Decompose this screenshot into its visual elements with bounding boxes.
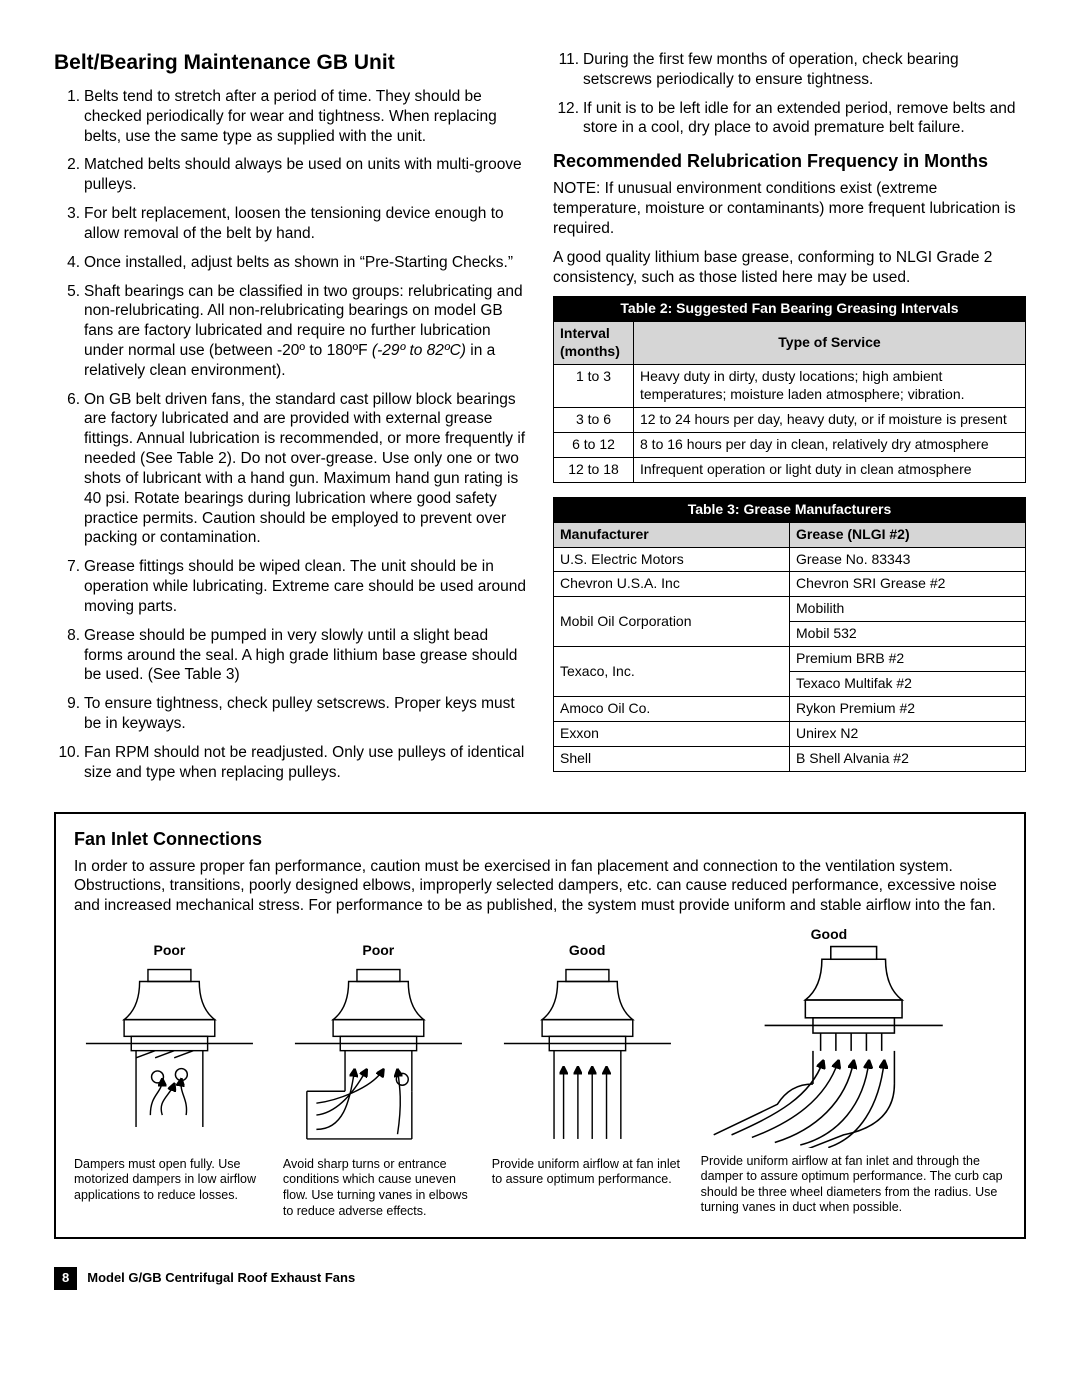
page-number: 8 [54, 1267, 77, 1290]
right-column: During the first few months of operation… [553, 50, 1026, 792]
table-cell: Rykon Premium #2 [790, 696, 1026, 721]
list-item: Grease fittings should be wiped clean. T… [54, 557, 527, 616]
table-3: Table 3: Grease Manufacturers Manufactur… [553, 497, 1026, 772]
page-footer: 8 Model G/GB Centrifugal Roof Exhaust Fa… [54, 1267, 1026, 1290]
fan-diagram-icon [701, 944, 1006, 1148]
list-item: Matched belts should always be used on u… [54, 155, 527, 195]
figure-label: Good [811, 926, 1006, 944]
table-cell: Mobilith [790, 597, 1026, 622]
table-cell: Heavy duty in dirty, dusty locations; hi… [634, 365, 1026, 408]
table-cell: U.S. Electric Motors [554, 547, 790, 572]
list-item: During the first few months of operation… [553, 50, 1026, 90]
figure-label: Poor [283, 942, 474, 960]
table-cell: Grease No. 83343 [790, 547, 1026, 572]
figure-label: Good [492, 942, 683, 960]
maintenance-list-cont: During the first few months of operation… [553, 50, 1026, 138]
relub-heading: Recommended Relubrication Frequency in M… [553, 150, 1026, 173]
fan-diagram-icon [74, 960, 265, 1151]
table-header: Type of Service [634, 322, 1026, 365]
maintenance-list: Belts tend to stretch after a period of … [54, 87, 527, 783]
table-header: Manufacturer [554, 522, 790, 547]
fan-inlet-para: In order to assure proper fan performanc… [74, 857, 1006, 916]
table-cell: Mobil Oil Corporation [554, 597, 790, 647]
figure-caption: Dampers must open fully. Use motorized d… [74, 1157, 265, 1204]
list-item: If unit is to be left idle for an extend… [553, 99, 1026, 139]
list-item: Belts tend to stretch after a period of … [54, 87, 527, 146]
list-item: On GB belt driven fans, the standard cas… [54, 390, 527, 549]
list-item: To ensure tightness, check pulley setscr… [54, 694, 527, 734]
table-cell: Infrequent operation or light duty in cl… [634, 457, 1026, 482]
main-heading: Belt/Bearing Maintenance GB Unit [54, 50, 527, 77]
figure-label: Poor [74, 942, 265, 960]
figure-caption: Provide uniform airflow at fan inlet and… [701, 1154, 1006, 1217]
two-column-layout: Belt/Bearing Maintenance GB Unit Belts t… [54, 50, 1026, 792]
figure-3: Good Provide uniform airflow at fan inle… [492, 926, 683, 1219]
list-item: Grease should be pumped in very slowly u… [54, 626, 527, 685]
table-cell: 12 to 18 [554, 457, 634, 482]
table-cell: 8 to 16 hours per day in clean, relative… [634, 432, 1026, 457]
table-cell: Unirex N2 [790, 721, 1026, 746]
table-caption: Table 3: Grease Manufacturers [554, 497, 1026, 522]
table-cell: Shell [554, 746, 790, 771]
table-cell: Exxon [554, 721, 790, 746]
table-2: Table 2: Suggested Fan Bearing Greasing … [553, 296, 1026, 482]
footer-title: Model G/GB Centrifugal Roof Exhaust Fans [87, 1270, 355, 1287]
table-cell: 3 to 6 [554, 408, 634, 433]
figure-2: Poor Avoid sharp turns or e [283, 926, 474, 1219]
table-cell: 6 to 12 [554, 432, 634, 457]
table-cell: 12 to 24 hours per day, heavy duty, or i… [634, 408, 1026, 433]
table-cell: Texaco, Inc. [554, 647, 790, 697]
relub-note: NOTE: If unusual environment conditions … [553, 179, 1026, 238]
fan-diagram-icon [283, 960, 474, 1151]
figure-4: Good [701, 926, 1006, 1219]
table-cell: Chevron U.S.A. Inc [554, 572, 790, 597]
list-item: Once installed, adjust belts as shown in… [54, 253, 527, 273]
table-cell: 1 to 3 [554, 365, 634, 408]
table-cell: Premium BRB #2 [790, 647, 1026, 672]
table-header: Grease (NLGI #2) [790, 522, 1026, 547]
list-item: Fan RPM should not be readjusted. Only u… [54, 743, 527, 783]
table-caption: Table 2: Suggested Fan Bearing Greasing … [554, 297, 1026, 322]
fan-diagram-icon [492, 960, 683, 1151]
table-cell: Mobil 532 [790, 622, 1026, 647]
list-item: Shaft bearings can be classified in two … [54, 282, 527, 381]
figure-1: Poor [74, 926, 265, 1219]
table-cell: Amoco Oil Co. [554, 696, 790, 721]
list-item: For belt replacement, loosen the tension… [54, 204, 527, 244]
table-cell: B Shell Alvania #2 [790, 746, 1026, 771]
fan-inlet-heading: Fan Inlet Connections [74, 828, 1006, 851]
figure-caption: Provide uniform airflow at fan inlet to … [492, 1157, 683, 1188]
table-cell: Texaco Multifak #2 [790, 672, 1026, 697]
table-cell: Chevron SRI Grease #2 [790, 572, 1026, 597]
relub-para: A good quality lithium base grease, conf… [553, 248, 1026, 288]
fan-figures-row: Poor [74, 926, 1006, 1219]
left-column: Belt/Bearing Maintenance GB Unit Belts t… [54, 50, 527, 792]
table-header: Interval (months) [554, 322, 634, 365]
fan-inlet-box: Fan Inlet Connections In order to assure… [54, 812, 1026, 1240]
figure-caption: Avoid sharp turns or entrance conditions… [283, 1157, 474, 1220]
